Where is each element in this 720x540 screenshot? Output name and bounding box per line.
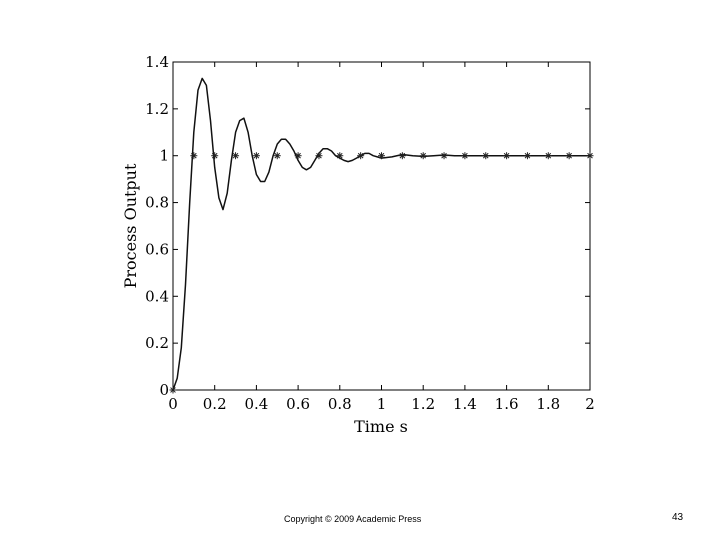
y-tick-label: 0 — [159, 381, 169, 399]
setpoint-marker — [482, 152, 490, 160]
x-tick-label: 1.4 — [453, 395, 477, 413]
setpoint-marker — [440, 152, 448, 160]
copyright-text: Copyright © 2009 Academic Press — [284, 514, 422, 524]
x-tick-label: 2 — [585, 395, 595, 413]
setpoint-marker — [315, 152, 323, 160]
ticks-layer: 0 0.2 0.4 0.6 0.8 1 1.2 1.4 1.6 1.8 2 0 0.2 0.4 0.6 0.8… — [145, 53, 595, 413]
x-tick-label: 1.2 — [411, 395, 435, 413]
setpoint-marker — [252, 152, 260, 160]
setpoint-marker — [190, 152, 198, 160]
setpoint-marker — [523, 152, 531, 160]
x-tick-label: 0.2 — [203, 395, 227, 413]
x-tick-label: 0.4 — [244, 395, 268, 413]
setpoint-marker — [336, 152, 344, 160]
x-tick-label: 1 — [377, 395, 387, 413]
y-tick-label: 0.8 — [145, 194, 169, 212]
y-axis-title: Process Output — [121, 163, 140, 288]
setpoint-marker — [232, 152, 240, 160]
setpoint-marker — [357, 152, 365, 160]
setpoint-marker — [378, 152, 385, 160]
x-tick-label: 1.8 — [536, 395, 560, 413]
setpoint-marker — [503, 152, 511, 160]
setpoint-marker — [294, 152, 302, 160]
y-tick-label: 1.2 — [145, 100, 169, 118]
y-tick-label: 1.4 — [145, 53, 169, 71]
series-layer — [169, 77, 594, 394]
x-tick-label: 0.6 — [286, 395, 310, 413]
setpoint-marker — [419, 152, 427, 160]
x-tick-label: 0.8 — [328, 395, 352, 413]
setpoint-marker — [461, 152, 469, 160]
plot-frame — [172, 61, 591, 391]
setpoint-marker — [586, 152, 594, 160]
setpoint-marker — [544, 152, 552, 160]
y-tick-label: 0.6 — [145, 240, 169, 258]
setpoint-marker — [273, 152, 281, 160]
x-tick-label: 1.6 — [495, 395, 519, 413]
y-tick-label: 1 — [159, 147, 169, 165]
x-tick-label: 0 — [168, 395, 178, 413]
y-tick-label: 0.2 — [145, 334, 169, 352]
process-output-line — [172, 77, 590, 391]
setpoint-marker — [398, 152, 406, 160]
setpoint-marker — [169, 386, 177, 394]
setpoint-marker — [211, 152, 219, 160]
page-number: 43 — [672, 512, 684, 523]
y-tick-label: 0.4 — [145, 287, 169, 305]
x-axis-title: Time s — [354, 417, 408, 436]
setpoint-marker — [565, 152, 573, 160]
